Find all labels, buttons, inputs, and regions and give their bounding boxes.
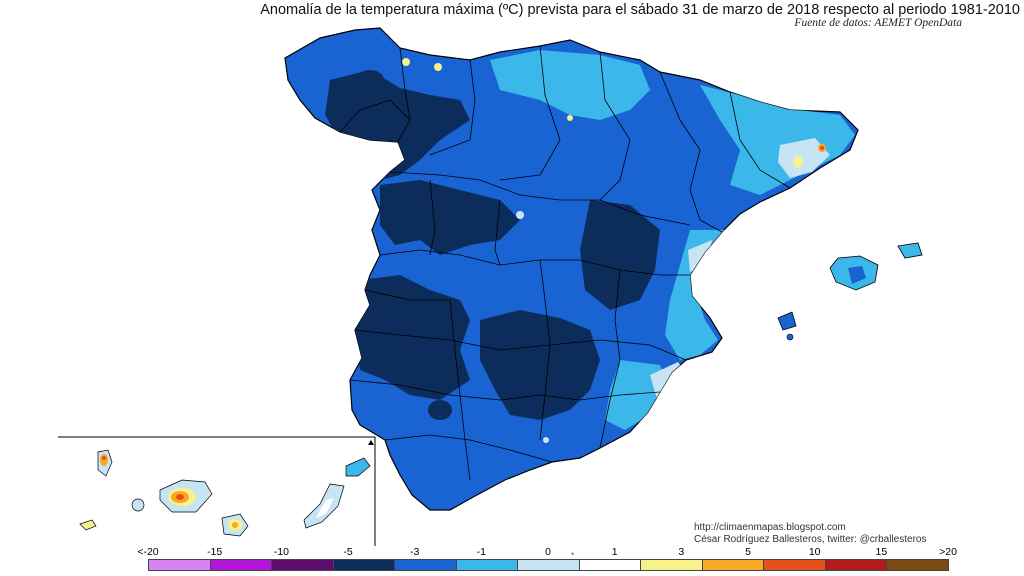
- anomaly-zone-light-north: [490, 50, 650, 120]
- legend-color-swatch: [271, 559, 334, 571]
- anomaly-spot-yellow-catalonia: [793, 156, 803, 168]
- legend-tick-label: 10: [808, 546, 821, 558]
- anomaly-spot-yellow-navarra: [567, 115, 573, 121]
- anomaly-spot-dark-2: [356, 70, 384, 90]
- legend-color-swatch: [517, 559, 580, 571]
- anomaly-spot-pale-center: [516, 211, 524, 219]
- anomaly-spot-yellow-asturias: [402, 58, 410, 66]
- balearic-islands: [777, 242, 923, 341]
- legend-tick-label: 0: [545, 546, 551, 558]
- canary-islands-inset: [58, 436, 376, 546]
- credits-author: César Rodríguez Ballesteros, twitter: @c…: [694, 534, 927, 545]
- legend-color-swatch: [578, 559, 642, 571]
- legend-tick-label: -10: [273, 546, 289, 558]
- legend-marker-dot: •: [571, 549, 575, 559]
- province-boundaries: [339, 45, 791, 481]
- legend-tick-label: -3: [409, 546, 420, 558]
- legend-color-swatch: [394, 559, 457, 571]
- legend-tick-label: 3: [678, 546, 685, 558]
- map-title: Anomalía de la temperatura máxima (ºC) p…: [260, 2, 1020, 18]
- legend-tick-label: 15: [875, 546, 888, 558]
- legend-color-swatch: [640, 559, 703, 571]
- color-legend: <-20 -15 -10 -5 -3 -1 0 1 3 5 10 15 >20 •: [0, 546, 1024, 576]
- legend-tick-label: -5: [343, 546, 353, 558]
- legend-tick-label: <-20: [137, 546, 159, 558]
- legend-tick-label: -1: [476, 546, 486, 558]
- legend-tick-label: >20: [939, 546, 957, 558]
- legend-tick-label: 5: [745, 546, 751, 558]
- legend-color-swatch: [763, 559, 826, 571]
- anomaly-spot-yellow-cantabria: [434, 63, 442, 71]
- credits-url: http://climaenmapas.blogspot.com: [694, 522, 846, 533]
- anomaly-zone-dark-southwest: [355, 275, 470, 400]
- data-source: Fuente de datos: AEMET OpenData: [794, 17, 962, 29]
- anomaly-zone-pale-catalonia: [778, 138, 830, 178]
- legend-color-swatch: [824, 559, 888, 571]
- anomaly-zone-dark-south: [480, 310, 600, 420]
- legend-color-swatch: [148, 559, 211, 571]
- anomaly-zone-dark-west: [380, 180, 520, 255]
- legend-tick-label: -15: [207, 546, 223, 558]
- anomaly-spot-pale-south: [543, 437, 549, 443]
- anomaly-spot-red-catalonia: [820, 146, 824, 150]
- legend-color-swatch: [209, 559, 273, 571]
- anomaly-zone-dark-center: [580, 200, 660, 310]
- legend-color-swatch: [455, 559, 519, 571]
- anomaly-spot-yellow-murcia: [670, 376, 682, 394]
- credits: http://climaenmapas.blogspot.com César R…: [694, 522, 926, 546]
- legend-color-swatch: [886, 559, 949, 571]
- anomaly-zone-light-northeast: [700, 85, 855, 195]
- legend-tick-label: 1: [611, 546, 618, 558]
- legend-color-swatch: [332, 559, 396, 571]
- anomaly-spot-dark-1: [428, 400, 452, 420]
- legend-color-swatch: [701, 559, 765, 571]
- temperature-anomaly-map: [58, 27, 923, 546]
